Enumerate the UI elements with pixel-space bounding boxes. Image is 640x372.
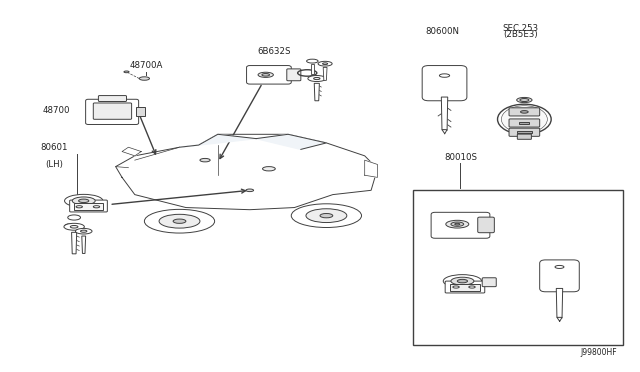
Ellipse shape [145, 209, 214, 233]
Text: 48700: 48700 [42, 106, 70, 115]
Ellipse shape [468, 286, 475, 288]
Ellipse shape [314, 77, 320, 80]
Ellipse shape [308, 76, 326, 81]
Ellipse shape [501, 106, 547, 133]
Text: (LH): (LH) [45, 160, 63, 169]
Ellipse shape [291, 204, 362, 228]
Text: 48700A: 48700A [130, 61, 163, 70]
FancyBboxPatch shape [86, 99, 139, 125]
Text: 80601: 80601 [40, 143, 67, 152]
Ellipse shape [124, 71, 129, 73]
FancyBboxPatch shape [517, 134, 531, 139]
FancyBboxPatch shape [422, 65, 467, 101]
Ellipse shape [520, 99, 529, 102]
Ellipse shape [159, 214, 200, 228]
Ellipse shape [451, 222, 464, 226]
FancyBboxPatch shape [509, 128, 540, 137]
Ellipse shape [451, 277, 474, 285]
Ellipse shape [79, 199, 89, 202]
FancyBboxPatch shape [99, 96, 127, 102]
FancyBboxPatch shape [70, 200, 108, 212]
Ellipse shape [200, 158, 210, 162]
Ellipse shape [65, 194, 103, 207]
Ellipse shape [70, 225, 78, 228]
Ellipse shape [323, 63, 328, 65]
FancyBboxPatch shape [287, 69, 301, 81]
Polygon shape [442, 97, 448, 131]
Ellipse shape [64, 223, 84, 230]
FancyBboxPatch shape [516, 131, 532, 134]
Text: 80010S: 80010S [444, 153, 477, 161]
Text: (2B5E3): (2B5E3) [503, 31, 538, 39]
FancyBboxPatch shape [246, 65, 291, 84]
Ellipse shape [307, 59, 318, 63]
Ellipse shape [320, 214, 333, 218]
Polygon shape [256, 134, 326, 150]
Ellipse shape [93, 206, 100, 208]
Text: 6B632S: 6B632S [257, 47, 291, 56]
FancyBboxPatch shape [540, 260, 579, 292]
Polygon shape [314, 83, 319, 101]
Ellipse shape [173, 219, 186, 223]
Ellipse shape [262, 167, 275, 171]
Ellipse shape [555, 266, 564, 269]
FancyBboxPatch shape [450, 284, 480, 291]
Polygon shape [122, 147, 141, 156]
Text: J99800HF: J99800HF [580, 348, 617, 357]
Polygon shape [442, 130, 447, 134]
Ellipse shape [520, 110, 528, 113]
Ellipse shape [140, 77, 150, 80]
Polygon shape [72, 232, 77, 254]
Polygon shape [311, 64, 314, 74]
Ellipse shape [516, 97, 532, 103]
FancyBboxPatch shape [74, 203, 103, 210]
FancyBboxPatch shape [519, 122, 529, 125]
Ellipse shape [72, 197, 95, 205]
Ellipse shape [76, 228, 92, 234]
Ellipse shape [68, 215, 81, 220]
Polygon shape [323, 67, 327, 80]
Text: 80600N: 80600N [426, 27, 460, 36]
Ellipse shape [458, 279, 467, 283]
Ellipse shape [440, 74, 450, 77]
Ellipse shape [258, 72, 273, 77]
Ellipse shape [455, 223, 460, 225]
Ellipse shape [76, 206, 83, 208]
FancyBboxPatch shape [509, 108, 540, 116]
Ellipse shape [65, 224, 75, 228]
Ellipse shape [246, 189, 253, 192]
Polygon shape [116, 134, 378, 210]
Polygon shape [557, 317, 562, 322]
FancyBboxPatch shape [413, 190, 623, 345]
Text: SEC.253: SEC.253 [502, 24, 539, 33]
Polygon shape [82, 236, 86, 253]
Ellipse shape [262, 74, 269, 76]
Ellipse shape [318, 61, 332, 66]
Polygon shape [556, 288, 563, 318]
FancyBboxPatch shape [482, 278, 496, 287]
Ellipse shape [81, 230, 87, 232]
FancyBboxPatch shape [136, 108, 145, 116]
Ellipse shape [497, 104, 551, 134]
Polygon shape [365, 160, 378, 177]
Ellipse shape [453, 286, 460, 288]
FancyBboxPatch shape [431, 212, 490, 238]
Ellipse shape [444, 275, 481, 288]
Ellipse shape [306, 209, 347, 222]
FancyBboxPatch shape [509, 119, 540, 127]
Polygon shape [179, 134, 256, 147]
FancyBboxPatch shape [477, 217, 494, 233]
FancyBboxPatch shape [445, 281, 484, 293]
Ellipse shape [446, 220, 468, 228]
FancyBboxPatch shape [93, 103, 132, 119]
